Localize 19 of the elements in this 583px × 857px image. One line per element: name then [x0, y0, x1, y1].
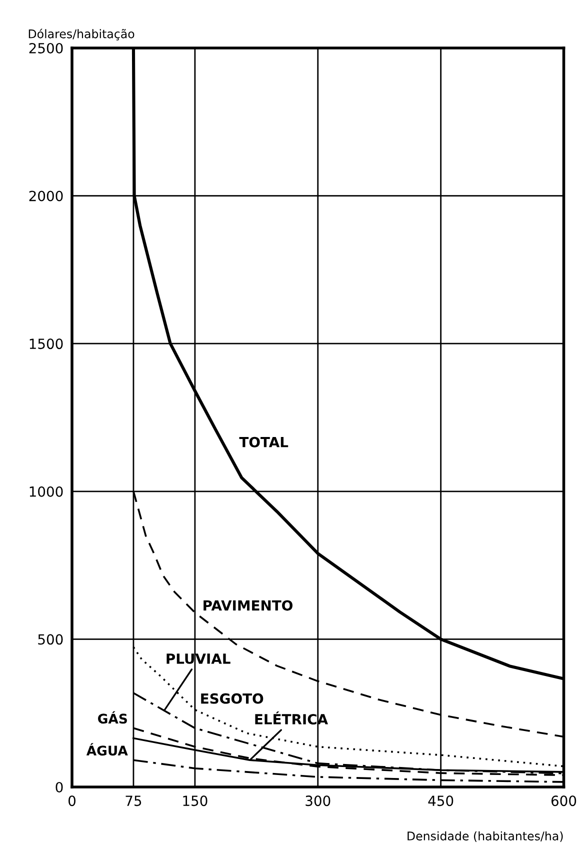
series-label: TOTAL [239, 436, 288, 448]
series-label: ÁGUA [86, 743, 128, 756]
y-tick-label: 0 [56, 782, 63, 792]
y-tick-label: 500 [38, 634, 63, 645]
series-label: GÁS [98, 711, 127, 724]
x-tick-label: 450 [428, 796, 454, 806]
y-tick-label: 2000 [29, 190, 63, 202]
x-tick-label: 600 [551, 796, 576, 806]
x-tick-label: 300 [306, 796, 330, 806]
x-tick-label: 75 [126, 796, 142, 806]
x-axis-title: Densidade (habitantes/ha) [408, 831, 563, 842]
y-tick-label: 1000 [30, 486, 63, 497]
y-tick-label: 2500 [29, 42, 63, 54]
x-tick-label: 0 [68, 796, 76, 806]
series-label: ESGOTO [201, 693, 264, 704]
y-tick-label: 1500 [30, 338, 63, 350]
x-tick-label: 150 [183, 796, 208, 806]
series-label: PAVIMENTO [204, 600, 292, 611]
y-axis-title: Dólares/habitação [28, 28, 134, 40]
